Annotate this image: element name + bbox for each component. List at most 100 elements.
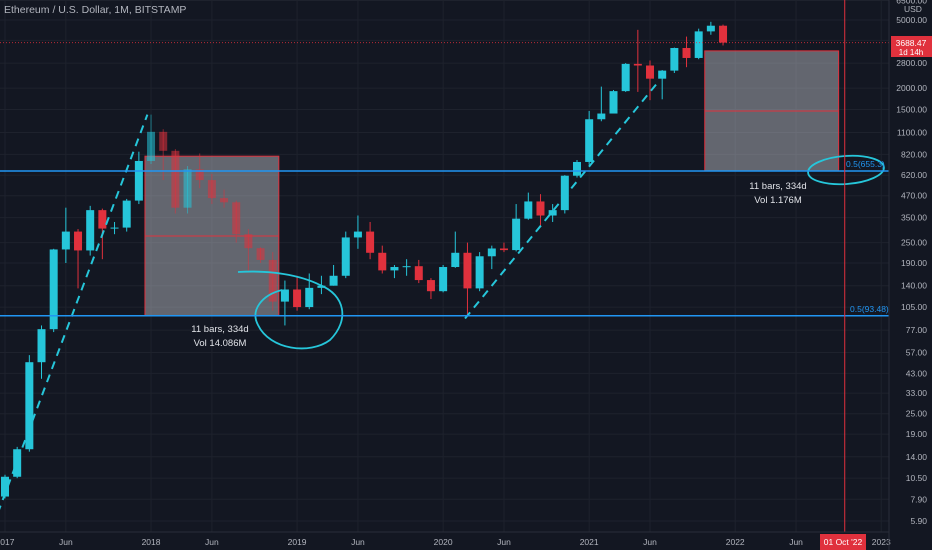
x-tick-label: 2023 (872, 537, 891, 547)
box1-bars-label: 11 bars, 334d (191, 324, 248, 335)
y-tick-label: 7.90 (910, 494, 927, 504)
candle-body (220, 198, 229, 203)
y-tick-label: 350.00 (901, 213, 927, 223)
y-tick-label: 25.00 (906, 409, 928, 419)
candle-body (390, 267, 399, 271)
box2-bars-label: 11 bars, 334d (749, 181, 806, 192)
y-tick-label: 19.00 (906, 429, 928, 439)
y-tick-label: 470.00 (901, 191, 927, 201)
y-tick-label: 2800.00 (896, 58, 927, 68)
y-tick-label: 190.00 (901, 258, 927, 268)
candle-body (475, 256, 484, 289)
candle-body (658, 70, 667, 79)
candlesticks (1, 21, 728, 499)
date-price-range-boxes (144, 50, 840, 317)
candle-body (183, 169, 192, 208)
last-price-marker: 3688.47 1d 14h (891, 36, 932, 57)
candle-body (597, 113, 606, 120)
candle-body (147, 131, 156, 161)
candle-body (524, 201, 533, 219)
chart-title: Ethereum / U.S. Dollar, 1M, BITSTAMP (4, 4, 187, 16)
candle-body (341, 237, 350, 276)
x-tick-label: 2020 (434, 537, 453, 547)
candle-body (280, 289, 289, 302)
y-tick-label: 5000.00 (896, 15, 927, 25)
candle-body (134, 160, 143, 201)
candle-body (572, 161, 581, 176)
y-tick-label: 820.00 (901, 149, 927, 159)
x-tick-label: Jun (205, 537, 219, 547)
candle-body (61, 231, 70, 250)
candle-body (1, 476, 9, 497)
candle-body (682, 48, 691, 58)
x-tick-label: Jun (59, 537, 73, 547)
candle-body (548, 210, 557, 216)
candle-body (719, 25, 728, 43)
y-tick-label: 2000.00 (896, 83, 927, 93)
candle-body (512, 218, 521, 251)
candle-body (353, 231, 362, 238)
candle-body (13, 449, 22, 477)
candle-body (25, 362, 34, 450)
trendline-2020 (464, 83, 657, 320)
y-tick-label: 14.00 (906, 452, 928, 462)
fib-levels (0, 0, 889, 532)
candle-body (706, 25, 715, 32)
grid (0, 0, 889, 532)
fib-high-label: 0.5(655.3) (846, 159, 885, 169)
candle-body (378, 252, 387, 271)
candle-body (74, 231, 83, 251)
candle-body (439, 267, 448, 292)
candle-body (487, 248, 496, 257)
candle-body (317, 285, 326, 288)
x-tick-label: 2019 (288, 537, 307, 547)
x-tick-label: 2022 (726, 537, 745, 547)
candle-body (232, 202, 241, 235)
y-tick-label: 1100.00 (897, 128, 927, 138)
candle-body (293, 289, 302, 308)
x-tick-label: Jun (497, 537, 511, 547)
candle-body (366, 231, 375, 253)
y-tick-label: 33.00 (906, 388, 928, 398)
y-tick-label: 77.00 (906, 325, 928, 335)
x-tick-label: Jun (789, 537, 803, 547)
x-tick-label: 2021 (580, 537, 599, 547)
candle-body (49, 249, 58, 330)
candle-body (305, 287, 314, 308)
hand-circle-2018 (237, 270, 344, 350)
candle-body (609, 91, 618, 114)
last-price-label: 3688.47 (896, 38, 927, 48)
candle-body (426, 280, 435, 292)
annotations: 11 bars, 334d Vol 14.086M 11 bars, 334d … (191, 4, 922, 349)
candle-body (560, 175, 569, 211)
candle-body (670, 48, 679, 71)
y-tick-label: 105.00 (901, 302, 927, 312)
y-tick-label: 43.00 (906, 368, 928, 378)
box1-vol-label: Vol 14.086M (194, 338, 247, 349)
last-price-box (891, 36, 932, 57)
candle-body (195, 169, 204, 181)
fib-low-label: 0.5(93.48) (850, 304, 889, 314)
candle-body (402, 266, 411, 268)
y-tick-label: 140.00 (901, 281, 927, 291)
candle-body (414, 266, 423, 281)
time-cursor-marker: 01 Oct '22 (820, 534, 866, 550)
candle-body (244, 234, 253, 249)
currency-label: USD (904, 4, 922, 14)
candle-body (694, 31, 703, 58)
y-tick-label: 620.00 (901, 170, 927, 180)
candle-body (646, 65, 655, 79)
candle-body (122, 200, 131, 228)
y-tick-label: 5.90 (910, 516, 927, 526)
candle-body (621, 63, 630, 92)
candle-body (171, 150, 180, 208)
x-tick-label: 2017 (0, 537, 15, 547)
candle-body (98, 210, 107, 229)
candle-body (207, 180, 216, 199)
candle-body (536, 201, 545, 216)
candle-body (499, 248, 508, 251)
y-tick-label: 1500.00 (896, 104, 927, 114)
candle-body (86, 210, 95, 251)
